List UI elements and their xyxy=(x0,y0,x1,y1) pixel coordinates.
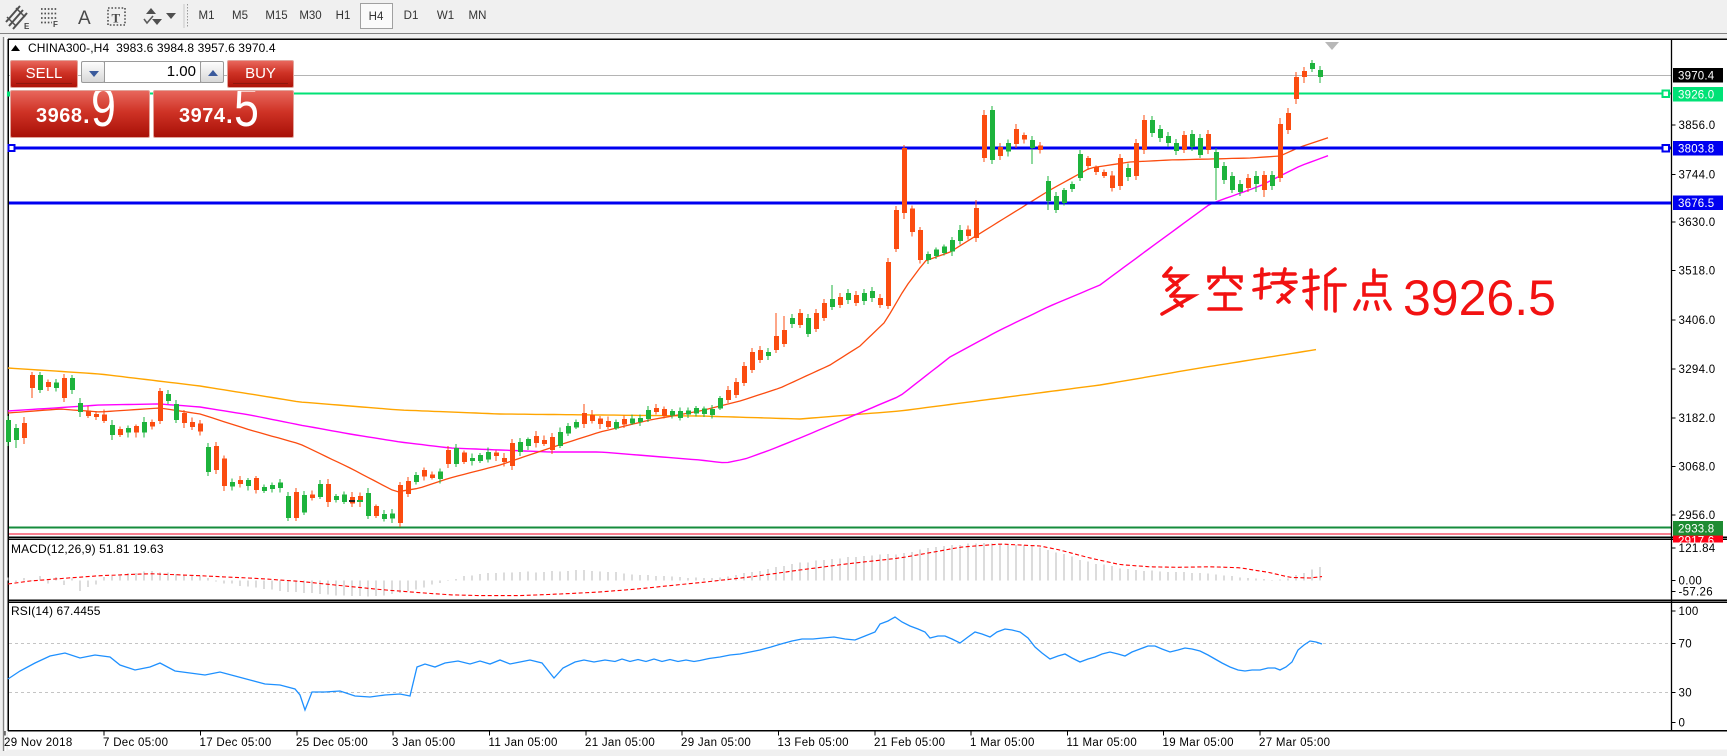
svg-text:13 Feb 05:00: 13 Feb 05:00 xyxy=(778,737,849,749)
svg-text:3 Jan 05:00: 3 Jan 05:00 xyxy=(392,737,455,749)
svg-text:19 Mar 05:00: 19 Mar 05:00 xyxy=(1163,737,1234,749)
svg-text:3182.0: 3182.0 xyxy=(1679,413,1716,425)
svg-text:-57.26: -57.26 xyxy=(1679,587,1713,599)
svg-text:3518.0: 3518.0 xyxy=(1679,266,1716,278)
svg-text:100: 100 xyxy=(1679,606,1699,618)
svg-text:3970.4: 3970.4 xyxy=(1678,71,1715,83)
svg-text:17 Dec 05:00: 17 Dec 05:00 xyxy=(200,737,272,749)
svg-text:3406.0: 3406.0 xyxy=(1679,315,1716,327)
svg-text:121.84: 121.84 xyxy=(1679,543,1716,555)
svg-text:MACD(12,26,9) 51.81 19.63: MACD(12,26,9) 51.81 19.63 xyxy=(11,542,164,556)
svg-text:11 Jan 05:00: 11 Jan 05:00 xyxy=(489,737,558,749)
svg-text:30: 30 xyxy=(1679,688,1692,700)
svg-text:3676.5: 3676.5 xyxy=(1678,198,1714,210)
svg-text:3294.0: 3294.0 xyxy=(1679,364,1716,376)
svg-text:2956.0: 2956.0 xyxy=(1679,510,1716,522)
svg-text:27 Mar 05:00: 27 Mar 05:00 xyxy=(1259,737,1330,749)
svg-text:3744.0: 3744.0 xyxy=(1679,170,1716,182)
svg-text:21 Jan 05:00: 21 Jan 05:00 xyxy=(585,737,655,749)
svg-text:2933.8: 2933.8 xyxy=(1678,524,1714,536)
svg-text:CHINA300-,H4 3983.6 3984.8 39: CHINA300-,H4 3983.6 3984.8 3957.6 3970.4 xyxy=(28,41,276,55)
svg-text:3803.8: 3803.8 xyxy=(1678,144,1714,156)
svg-text:3068.0: 3068.0 xyxy=(1679,462,1716,474)
svg-text:A: A xyxy=(78,8,91,29)
svg-text:RSI(14) 67.4455: RSI(14) 67.4455 xyxy=(11,604,101,618)
svg-text:T: T xyxy=(112,11,121,26)
svg-text:3856.0: 3856.0 xyxy=(1679,120,1716,132)
svg-text:29 Nov 2018: 29 Nov 2018 xyxy=(4,737,73,749)
svg-text:E: E xyxy=(24,22,30,31)
svg-text:2917.6: 2917.6 xyxy=(1678,536,1714,548)
svg-text:3926.5: 3926.5 xyxy=(1403,270,1556,326)
svg-text:11 Mar 05:00: 11 Mar 05:00 xyxy=(1067,737,1138,749)
svg-text:3926.0: 3926.0 xyxy=(1678,90,1714,102)
svg-text:29 Jan 05:00: 29 Jan 05:00 xyxy=(681,737,751,749)
svg-text:21 Feb 05:00: 21 Feb 05:00 xyxy=(874,737,945,749)
svg-text:1 Mar 05:00: 1 Mar 05:00 xyxy=(970,737,1035,749)
svg-text:0.00: 0.00 xyxy=(1679,576,1703,588)
svg-text:3630.0: 3630.0 xyxy=(1679,217,1716,229)
svg-text:F: F xyxy=(53,20,58,29)
svg-text:7 Dec 05:00: 7 Dec 05:00 xyxy=(103,737,168,749)
svg-text:70: 70 xyxy=(1679,639,1692,651)
svg-text:0: 0 xyxy=(1679,718,1686,730)
svg-text:25 Dec 05:00: 25 Dec 05:00 xyxy=(296,737,368,749)
